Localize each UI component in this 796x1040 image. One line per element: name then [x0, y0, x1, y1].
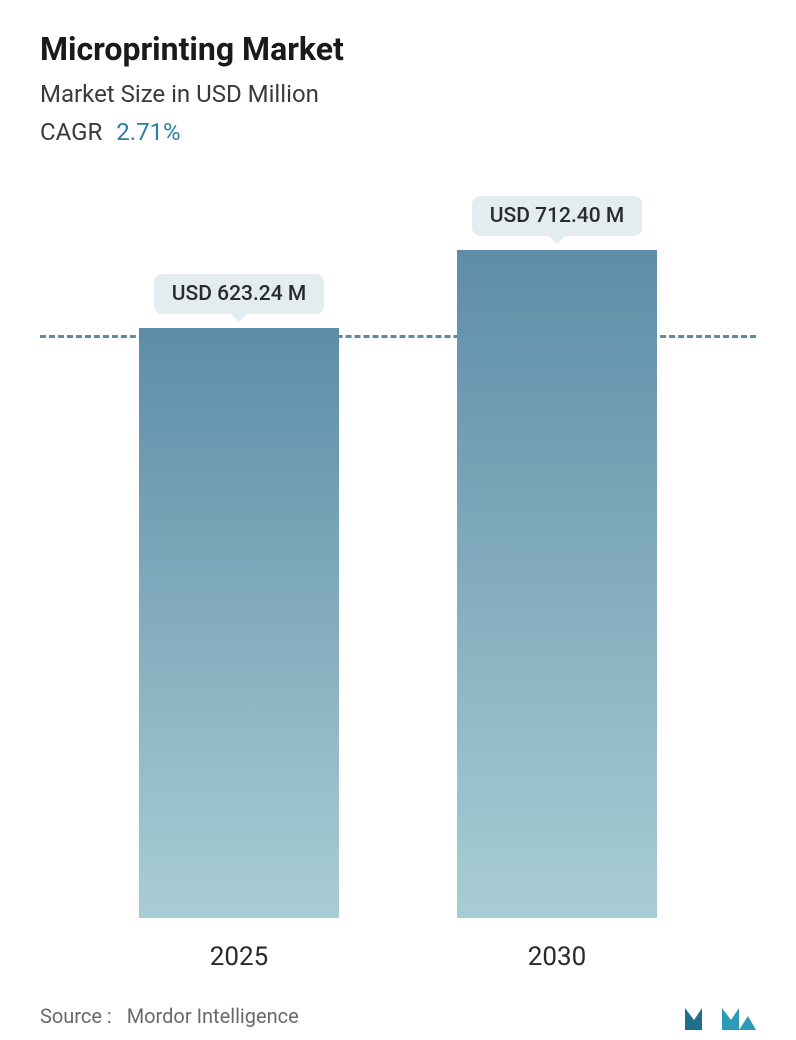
logo-m-right [722, 1002, 756, 1030]
cagr-label: CAGR [40, 118, 102, 146]
chart-subtitle: Market Size in USD Million [40, 80, 756, 108]
bar-2025 [139, 328, 339, 918]
x-label: 2030 [457, 942, 657, 972]
logo-m-left [685, 1002, 719, 1030]
chart-title: Microprinting Market [40, 30, 756, 68]
cagr-value: 2.71% [116, 118, 180, 146]
x-axis-labels: 2025 2030 [40, 928, 756, 972]
mordor-logo-icon [685, 1002, 756, 1030]
chart-container: Microprinting Market Market Size in USD … [0, 0, 796, 1034]
footer: Source : Mordor Intelligence [40, 972, 756, 1040]
value-badge: USD 623.24 M [154, 274, 324, 314]
bar-2030 [457, 250, 657, 918]
bar-group-2025: USD 623.24 M [139, 274, 339, 918]
value-badge: USD 712.40 M [472, 196, 642, 236]
x-label: 2025 [139, 942, 339, 972]
source-text: Source : Mordor Intelligence [40, 1004, 299, 1028]
chart-area: USD 623.24 M USD 712.40 M [40, 196, 756, 928]
bar-group-2030: USD 712.40 M [457, 196, 657, 918]
cagr-row: CAGR 2.71% [40, 118, 756, 146]
